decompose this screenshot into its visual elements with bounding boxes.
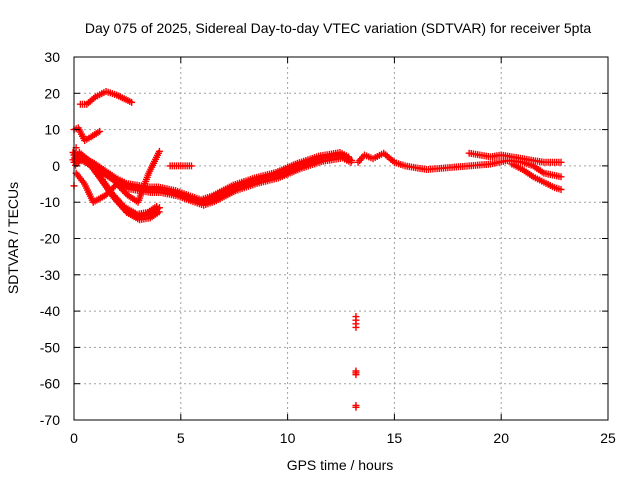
- series-track-h: [465, 149, 565, 166]
- axis-ticks: [73, 56, 609, 421]
- series-track-b: [70, 124, 104, 144]
- y-tick-label: 30: [44, 49, 60, 65]
- y-tick-label: -30: [40, 267, 60, 283]
- y-axis-label: SDTVAR / TECUs: [5, 182, 21, 294]
- data-point: [557, 173, 565, 181]
- y-tick-label: -50: [40, 339, 60, 355]
- data-point: [155, 204, 163, 212]
- data-point: [345, 153, 353, 161]
- y-tick-labels: 30 20 10 0 -10 -20 -30 -40 -50 -60 -70: [40, 49, 60, 428]
- series-track-i: [508, 160, 565, 193]
- data-point: [96, 127, 104, 135]
- series-track-a: [76, 87, 136, 108]
- series-track-g: [354, 149, 565, 181]
- y-tick-label: -60: [40, 376, 60, 392]
- data-point: [120, 188, 128, 196]
- chart-title: Day 075 of 2025, Sidereal Day-to-day VTE…: [85, 20, 592, 36]
- data-point: [128, 98, 136, 106]
- data-point: [107, 186, 115, 194]
- x-axis-label: GPS time / hours: [287, 457, 394, 473]
- data-point: [113, 180, 121, 188]
- data-point: [116, 183, 124, 191]
- grid-lines: [74, 57, 608, 420]
- y-tick-label: -10: [40, 194, 60, 210]
- data-point: [114, 182, 122, 190]
- data-point: [155, 147, 163, 155]
- y-tick-label: 20: [44, 85, 60, 101]
- data-points: [69, 87, 565, 411]
- data-point: [352, 403, 360, 411]
- data-point: [348, 156, 356, 164]
- data-point: [352, 323, 360, 331]
- x-tick-label: 0: [70, 430, 78, 446]
- data-point: [110, 183, 118, 191]
- y-tick-label: 0: [52, 158, 60, 174]
- data-point: [557, 158, 565, 166]
- x-tick-label: 25: [600, 430, 616, 446]
- y-tick-label: -70: [40, 412, 60, 428]
- x-tick-label: 15: [387, 430, 403, 446]
- data-point: [352, 371, 360, 379]
- data-point: [105, 188, 113, 196]
- data-point: [117, 185, 125, 193]
- y-tick-label: -20: [40, 231, 60, 247]
- x-tick-label: 5: [177, 430, 185, 446]
- series-track-d: [69, 149, 163, 224]
- data-point: [108, 185, 116, 193]
- x-tick-label: 20: [493, 430, 509, 446]
- data-point: [187, 162, 195, 170]
- data-point: [102, 191, 110, 199]
- x-tick-labels: 0 5 10 15 20 25: [70, 430, 616, 446]
- data-point: [104, 189, 112, 197]
- y-tick-label: 10: [44, 122, 60, 138]
- series-outliers: [352, 313, 360, 411]
- y-tick-label: -40: [40, 303, 60, 319]
- series-track-f: [166, 162, 195, 170]
- data-point: [557, 185, 565, 193]
- series-track-e: [72, 147, 163, 206]
- data-point: [119, 186, 127, 194]
- x-tick-label: 10: [280, 430, 296, 446]
